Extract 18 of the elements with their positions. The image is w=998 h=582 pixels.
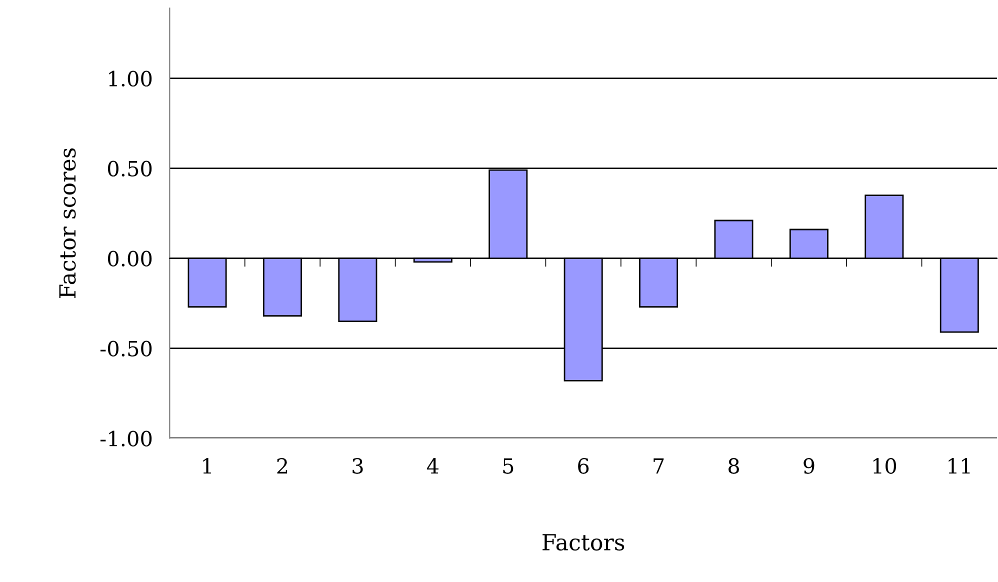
- x-tick-label: 5: [503, 458, 514, 474]
- x-tick-label: 4: [426, 458, 438, 474]
- x-tick-label: 9: [804, 458, 814, 474]
- x-tick-label: 2: [277, 458, 288, 474]
- y-tick-label: 0.50: [108, 160, 152, 177]
- x-tick-label: 8: [728, 458, 739, 474]
- y-tick-label: -1.00: [100, 430, 152, 446]
- x-tick-label: 10: [873, 458, 896, 474]
- x-tick-label: 6: [578, 458, 589, 474]
- y-tick-label: 1.00: [109, 70, 152, 87]
- x-tick-label: 1: [203, 458, 211, 474]
- x-axis-title: Factors: [542, 534, 624, 551]
- y-tick-label: 0.00: [108, 250, 152, 266]
- y-axis-title: Factor scores: [59, 148, 76, 298]
- x-tick-label: 3: [352, 458, 363, 474]
- y-tick-label: -0.50: [100, 340, 152, 356]
- x-tick-label: 7: [654, 458, 664, 474]
- x-tick-label: 11: [948, 458, 970, 474]
